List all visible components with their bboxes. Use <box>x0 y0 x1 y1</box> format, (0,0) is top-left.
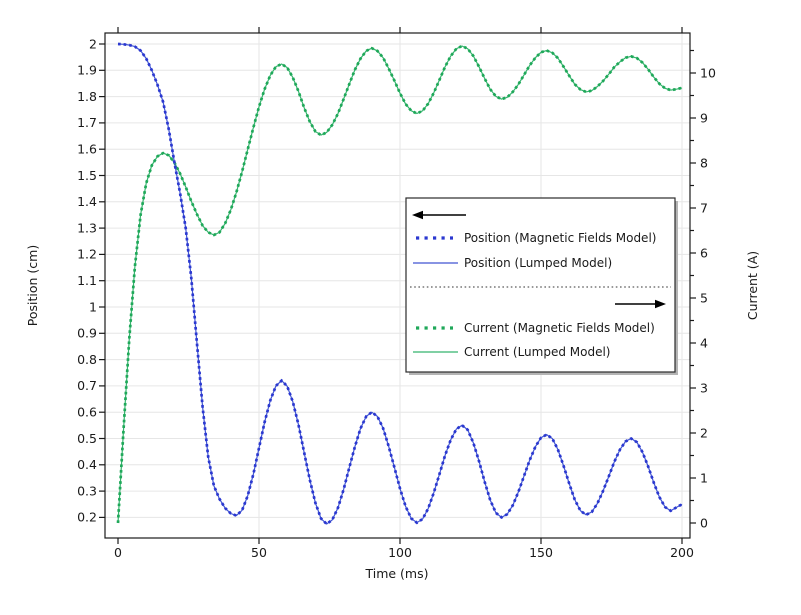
left-tick-label: 1.9 <box>77 63 97 78</box>
left-tick-label: 1.1 <box>77 273 97 288</box>
right-axis-title: Current (A) <box>745 251 760 320</box>
right-tick-label: 9 <box>700 110 708 125</box>
left-tick-label: 1.8 <box>77 89 97 104</box>
legend-entry-label: Position (Lumped Model) <box>464 256 612 270</box>
legend-entry-label: Current (Magnetic Fields Model) <box>464 321 655 335</box>
x-tick-label: 0 <box>114 545 122 560</box>
right-tick-label: 7 <box>700 200 708 215</box>
right-tick-label: 8 <box>700 155 708 170</box>
right-tick-label: 2 <box>700 425 708 440</box>
right-tick-label: 1 <box>700 470 708 485</box>
tick-labels: 0 50 100 150 2000.20.30.40.50.60.70.80.911.1… <box>77 36 716 560</box>
left-tick-label: 0.4 <box>77 457 97 472</box>
left-tick-label: 0.7 <box>77 378 97 393</box>
plot-frame <box>104 32 691 539</box>
left-tick-label: 1.5 <box>77 168 97 183</box>
left-tick-label: 0.5 <box>77 431 97 446</box>
legend-box <box>405 197 676 373</box>
legend: Position (Magnetic Fields Model) Position… <box>405 197 678 375</box>
right-tick-label: 5 <box>700 290 708 305</box>
left-tick-label: 1.7 <box>77 115 97 130</box>
legend-entry-label: Position (Magnetic Fields Model) <box>464 231 656 245</box>
legend-left-axis-arrow <box>412 210 466 220</box>
x-axis-title: Time (ms) <box>364 566 428 581</box>
gridlines <box>105 33 690 538</box>
left-tick-label: 0.3 <box>77 483 97 498</box>
left-axis-title: Position (cm) <box>25 245 40 326</box>
curves <box>116 42 683 526</box>
right-tick-label: 4 <box>700 335 708 350</box>
right-tick-label: 0 <box>700 515 708 530</box>
right-tick-label: 3 <box>700 380 708 395</box>
right-tick-label: 10 <box>700 65 716 80</box>
x-tick-label: 50 <box>251 545 267 560</box>
curve-current-lumped-model <box>117 45 683 524</box>
x-tick-label: 200 <box>670 545 694 560</box>
curve-position-magnetic-fields-model <box>117 42 683 526</box>
legend-entry-label: Current (Lumped Model) <box>464 345 610 359</box>
left-tick-label: 2 <box>89 36 97 51</box>
left-tick-label: 1 <box>89 299 97 314</box>
left-tick-label: 0.6 <box>77 405 97 420</box>
left-tick-label: 0.9 <box>77 326 97 341</box>
left-tick-label: 1.3 <box>77 220 97 235</box>
x-tick-label: 150 <box>529 545 553 560</box>
legend-right-axis-arrow <box>615 299 666 309</box>
right-tick-label: 6 <box>700 245 708 260</box>
left-tick-label: 0.8 <box>77 352 97 367</box>
axis-ticks <box>99 27 696 544</box>
left-tick-label: 1.4 <box>77 194 97 209</box>
left-tick-label: 0.2 <box>77 510 97 525</box>
left-tick-label: 1.2 <box>77 247 97 262</box>
x-tick-label: 100 <box>388 545 412 560</box>
left-tick-label: 1.6 <box>77 142 97 157</box>
